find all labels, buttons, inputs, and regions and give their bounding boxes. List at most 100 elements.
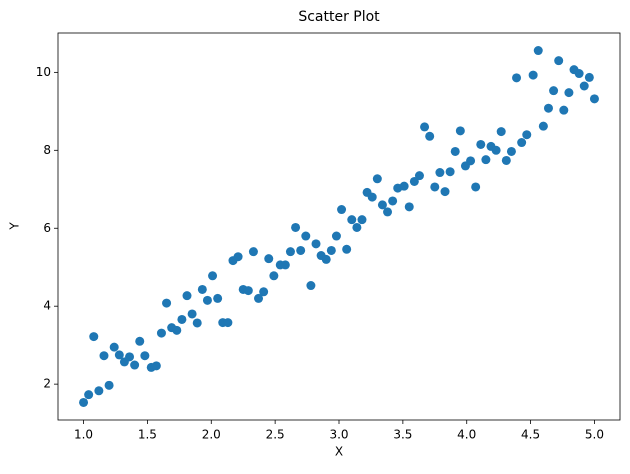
- scatter-point: [414, 171, 424, 181]
- scatter-point: [306, 281, 316, 291]
- y-tick-label: 10: [36, 65, 51, 79]
- x-axis-label: X: [335, 445, 343, 459]
- scatter-point: [584, 72, 594, 82]
- scatter-point: [94, 386, 104, 396]
- scatter-point: [409, 176, 419, 186]
- scatter-point: [471, 182, 481, 192]
- scatter-point: [450, 146, 460, 156]
- scatter-point: [156, 328, 166, 338]
- y-tick-label: 4: [43, 299, 51, 313]
- scatter-point: [321, 254, 331, 264]
- scatter-point: [549, 86, 559, 96]
- scatter-point: [491, 145, 501, 155]
- scatter-point: [440, 187, 450, 197]
- x-tick-label: 5.0: [585, 428, 604, 442]
- scatter-point: [377, 200, 387, 210]
- scatter-point: [543, 103, 553, 113]
- scatter-point: [151, 361, 161, 371]
- scatter-point: [248, 247, 258, 257]
- scatter-point: [280, 260, 290, 270]
- x-tick-label: 4.5: [521, 428, 540, 442]
- scatter-point: [506, 146, 516, 156]
- scatter-point: [125, 352, 135, 362]
- x-tick-label: 2.5: [266, 428, 285, 442]
- scatter-point: [187, 309, 197, 319]
- scatter-point: [264, 254, 274, 264]
- x-tick-label: 1.0: [74, 428, 93, 442]
- scatter-point: [383, 207, 393, 217]
- scatter-point: [140, 351, 150, 361]
- scatter-point: [554, 56, 564, 66]
- scatter-point: [455, 126, 465, 136]
- scatter-point: [522, 130, 532, 140]
- scatter-point: [182, 291, 192, 301]
- scatter-point: [399, 181, 409, 191]
- scatter-point: [172, 325, 182, 335]
- x-tick-label: 3.0: [329, 428, 348, 442]
- scatter-point: [259, 287, 269, 297]
- scatter-point: [192, 318, 202, 328]
- scatter-point: [445, 167, 455, 177]
- scatter-point: [352, 222, 362, 232]
- scatter-point: [533, 46, 543, 56]
- scatter-point: [517, 138, 527, 148]
- scatter-point: [269, 271, 279, 281]
- scatter-point: [135, 336, 145, 346]
- scatter-point: [202, 295, 212, 305]
- scatter-point: [476, 139, 486, 149]
- scatter-point: [177, 314, 187, 324]
- scatter-point: [564, 88, 574, 98]
- scatter-point: [130, 360, 140, 370]
- scatter-point: [528, 70, 538, 80]
- scatter-point: [197, 284, 207, 294]
- scatter-point: [357, 215, 367, 225]
- scatter-point: [342, 244, 352, 254]
- scatter-point: [559, 105, 569, 115]
- scatter-point: [311, 239, 321, 249]
- scatter-point: [291, 222, 301, 232]
- plot-frame: [57, 32, 621, 421]
- scatter-point: [589, 94, 599, 104]
- scatter-point: [79, 397, 89, 407]
- scatter-point: [512, 73, 522, 83]
- y-axis-label: Y: [8, 222, 22, 231]
- scatter-point: [89, 332, 99, 342]
- scatter-point: [243, 286, 253, 296]
- y-tick-label: 6: [43, 221, 51, 235]
- scatter-point: [84, 390, 94, 400]
- scatter-point: [213, 293, 223, 303]
- x-tick-label: 3.5: [393, 428, 412, 442]
- scatter-point: [420, 122, 430, 132]
- scatter-point: [574, 69, 584, 79]
- scatter-point: [579, 81, 589, 91]
- scatter-point: [326, 245, 336, 255]
- scatter-point: [233, 252, 243, 262]
- scatter-point: [372, 174, 382, 184]
- x-tick-label: 2.0: [202, 428, 221, 442]
- scatter-point: [347, 215, 357, 225]
- scatter-point: [496, 127, 506, 137]
- x-tick-label: 1.5: [138, 428, 157, 442]
- y-tick-label: 2: [43, 377, 51, 391]
- scatter-point: [223, 318, 233, 328]
- scatter-point: [285, 247, 295, 257]
- scatter-point: [481, 155, 491, 165]
- y-tick-label: 8: [43, 143, 51, 157]
- scatter-point: [430, 182, 440, 192]
- scatter-point: [367, 192, 377, 202]
- scatter-point: [301, 231, 311, 241]
- scatter-point: [296, 245, 306, 255]
- scatter-point: [425, 131, 435, 141]
- scatter-point: [331, 231, 341, 241]
- chart-title: Scatter Plot: [298, 9, 380, 25]
- scatter-point: [104, 380, 114, 390]
- x-tick-label: 4.0: [457, 428, 476, 442]
- scatter-point: [501, 155, 511, 165]
- scatter-point: [388, 196, 398, 206]
- scatter-point: [208, 271, 218, 281]
- scatter-point: [337, 205, 347, 215]
- scatter-point: [114, 350, 124, 360]
- scatter-point: [99, 351, 109, 361]
- scatter-point: [109, 342, 119, 352]
